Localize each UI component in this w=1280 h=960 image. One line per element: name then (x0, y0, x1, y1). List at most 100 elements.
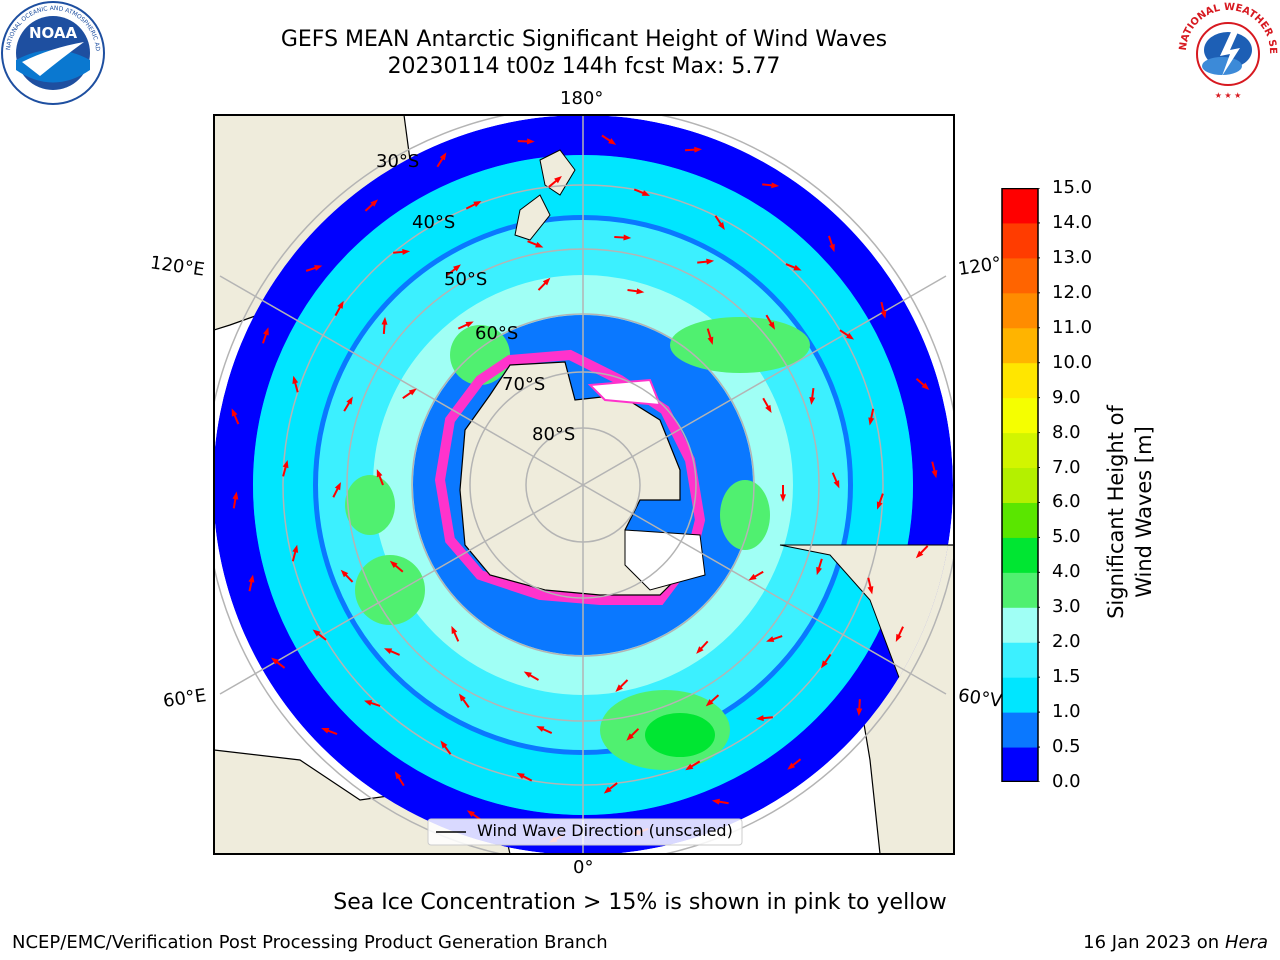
wave-arrow-head (641, 190, 650, 196)
wave-arrow-head (856, 708, 863, 717)
wave-arrow-head (542, 277, 551, 286)
wave-arrow-head (381, 316, 388, 325)
wave-direction-arrows (231, 134, 938, 843)
svg-text:★ ★ ★: ★ ★ ★ (1215, 91, 1242, 100)
wave-arrow-head (346, 396, 353, 405)
colorbar-tick-label: 3.0 (1052, 596, 1081, 618)
colorbar-band (1002, 572, 1038, 608)
colorbar-tick-label: 5.0 (1052, 526, 1081, 548)
lat-label-70s: 70°S (502, 374, 546, 395)
footer-host: Hera (1224, 932, 1268, 953)
wave-arrow-head (337, 300, 344, 309)
colorbar-tick-label: 1.0 (1052, 701, 1081, 723)
colorbar-band (1002, 397, 1038, 434)
wave-arrow-head (787, 762, 796, 770)
colorbar-band (1002, 642, 1038, 678)
wave-arrow-head (765, 404, 772, 414)
colorbar-tick-label: 0.0 (1052, 771, 1081, 792)
colorbar-band (1002, 747, 1038, 782)
lat-label-60s: 60°S (475, 323, 519, 344)
wave-arrow-head (706, 258, 715, 265)
lat-label-30s: 30°S (376, 151, 420, 172)
wave-arrow-head (921, 382, 930, 390)
colorbar-band (1002, 467, 1038, 503)
colorbar-tick-label: 13.0 (1052, 246, 1093, 268)
wave-arrow-head (535, 241, 544, 248)
wave-arrow-head (718, 221, 725, 230)
footer-date: 16 Jan 2023 on Hera (1083, 932, 1268, 953)
wave-arrow-head (615, 684, 623, 692)
colorbar-tick-label: 2.0 (1052, 631, 1081, 653)
colorbar (1001, 188, 1040, 782)
sea-ice-note: Sea Ice Concentration > 15% is shown in … (333, 890, 947, 915)
colorbar-band (1002, 292, 1038, 329)
wave-arrow-head (868, 417, 875, 426)
wave-arrow-head (780, 494, 786, 502)
wave-arrow-head (821, 660, 828, 669)
wave-arrow-head (312, 629, 321, 637)
wave-arrow-head (771, 182, 780, 189)
lat-label-80s: 80°S (532, 424, 576, 445)
wave-arrow-head (394, 771, 402, 780)
colorbar-tick-label: 1.5 (1052, 666, 1081, 688)
wave-arrow-head (465, 321, 474, 328)
wave-arrow-head (809, 396, 816, 405)
lat-label-50s: 50°S (444, 269, 488, 290)
wave-arrow-head (439, 152, 447, 161)
wave-arrow-head (458, 693, 466, 702)
wave-arrow-head (473, 201, 482, 208)
wave-arrow-head (516, 772, 525, 780)
wave-arrow-head (408, 388, 417, 396)
wave-arrow-head (536, 726, 545, 732)
wave-arrow-head (523, 671, 532, 678)
wave-arrow-head (282, 459, 289, 469)
wave-arrow-head (755, 715, 764, 722)
wave-arrow-head (376, 469, 383, 478)
wave-arrow-head (707, 336, 714, 345)
noaa-logo: NOAA NATIONAL OCEANIC AND ATMOSPHERIC AD… (0, 0, 105, 105)
wave-arrow-head (340, 569, 349, 578)
wave-arrow-head (705, 699, 714, 707)
footer-credit: NCEP/EMC/Verification Post Processing Pr… (12, 932, 608, 953)
lon-label-180: 180° (560, 88, 604, 109)
colorbar-band (1002, 537, 1038, 573)
colorbar-tick-label: 11.0 (1052, 316, 1093, 338)
wave-arrow-head (623, 234, 632, 241)
map-legend (427, 818, 743, 846)
wave-arrow-head (816, 566, 822, 576)
colorbar-tick-label: 8.0 (1052, 421, 1081, 443)
wave-arrow-head (768, 321, 776, 330)
wave-arrow-head (527, 138, 535, 145)
chart-subtitle: 20230114 t00z 144h fcst Max: 5.77 (387, 54, 781, 79)
chart-title: GEFS MEAN Antarctic Significant Height o… (280, 27, 888, 52)
wave-arrow-head (626, 733, 634, 741)
wave-arrow-head (793, 264, 802, 271)
colorbar-tick-label: 12.0 (1052, 281, 1093, 303)
footer-date-text: 16 Jan 2023 on (1083, 932, 1225, 953)
wave-arrow-head (292, 544, 299, 553)
wave-arrow-head (292, 375, 299, 384)
colorbar-label: Significant Height of Wind Waves [m] (1104, 405, 1156, 619)
wave-arrow-head (931, 470, 938, 479)
wave-arrow-head (694, 146, 703, 153)
wave-arrow-head (685, 763, 694, 771)
wave-arrow-head (829, 243, 835, 253)
wave-arrow-head (748, 573, 757, 581)
colorbar-band (1002, 677, 1038, 713)
wave-arrow-head (321, 727, 330, 734)
wave-arrow-head (232, 491, 239, 500)
map-frame (213, 114, 955, 855)
wave-arrow-head (846, 332, 855, 340)
wave-arrow-head (334, 482, 341, 491)
colorbar-band (1002, 222, 1038, 259)
wave-arrow-head (248, 574, 255, 583)
wave-arrow-head (440, 740, 448, 749)
lat-label-40s: 40°S (412, 212, 456, 233)
colorbar-tick-label: 14.0 (1052, 211, 1093, 233)
wave-arrow-head (370, 199, 379, 207)
wave-arrow-head (636, 288, 645, 295)
wave-arrow-head (603, 786, 612, 794)
colorbar-tick-label: 0.5 (1052, 736, 1081, 758)
colorbar-band (1002, 432, 1038, 469)
colorbar-band (1002, 327, 1038, 364)
